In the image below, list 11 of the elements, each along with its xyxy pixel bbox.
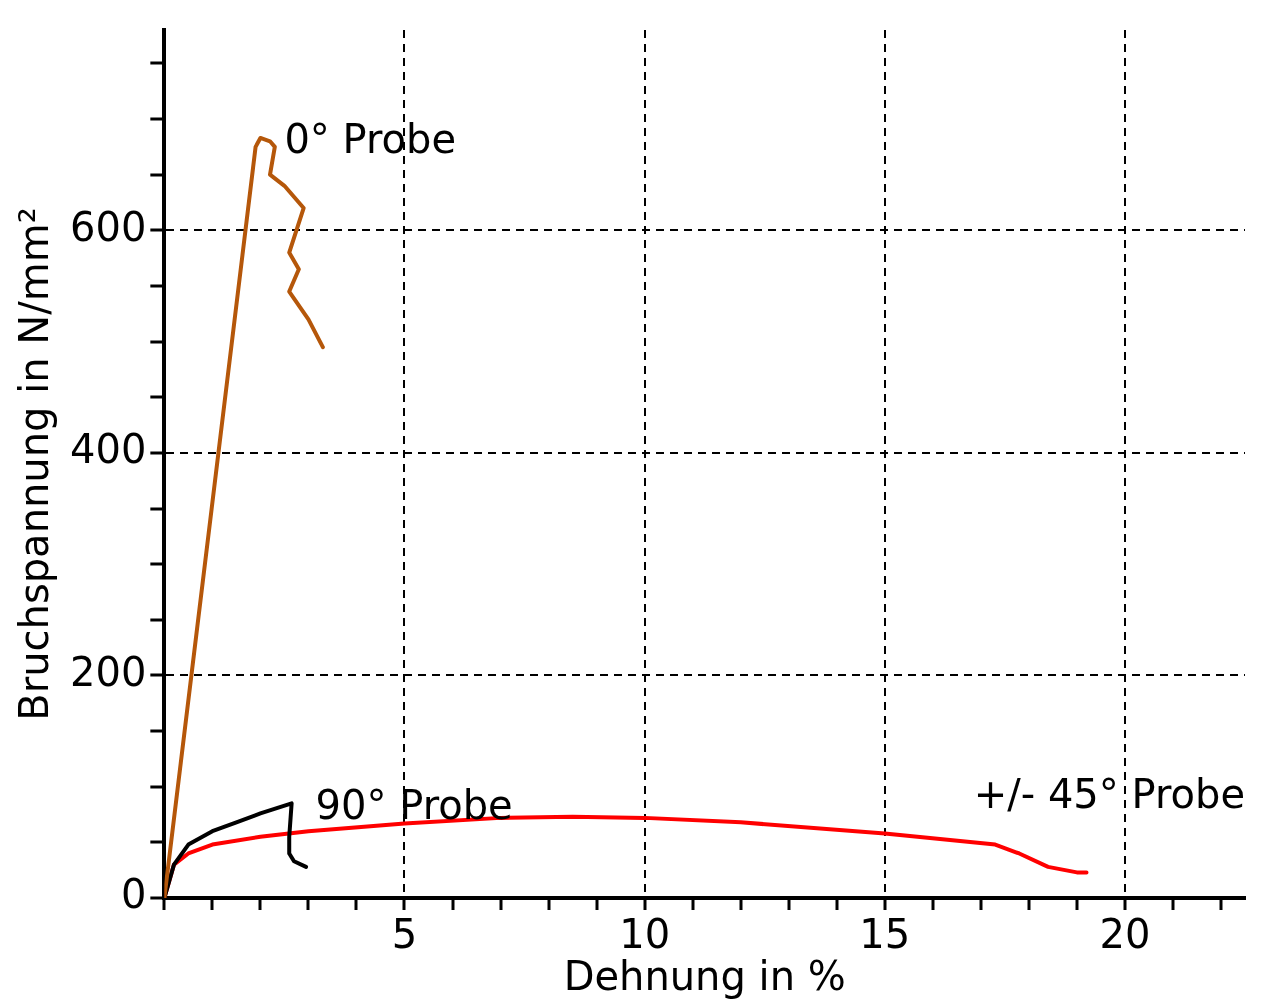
y-tick-label: 600 [69, 203, 147, 250]
x-tick-label: 15 [859, 911, 911, 958]
x-tick-label: 5 [391, 911, 418, 958]
y-tick-label: 0 [120, 871, 147, 918]
y-axis-title: Bruchspannung in N/mm² [11, 207, 58, 721]
series-label: 90° Probe [315, 781, 513, 828]
y-tick-label: 200 [69, 648, 147, 695]
y-tick-label: 400 [69, 426, 147, 473]
series-label: 0° Probe [284, 116, 457, 163]
x-tick-label: 20 [1099, 911, 1151, 958]
series-label: +/- 45° Probe [973, 770, 1245, 817]
